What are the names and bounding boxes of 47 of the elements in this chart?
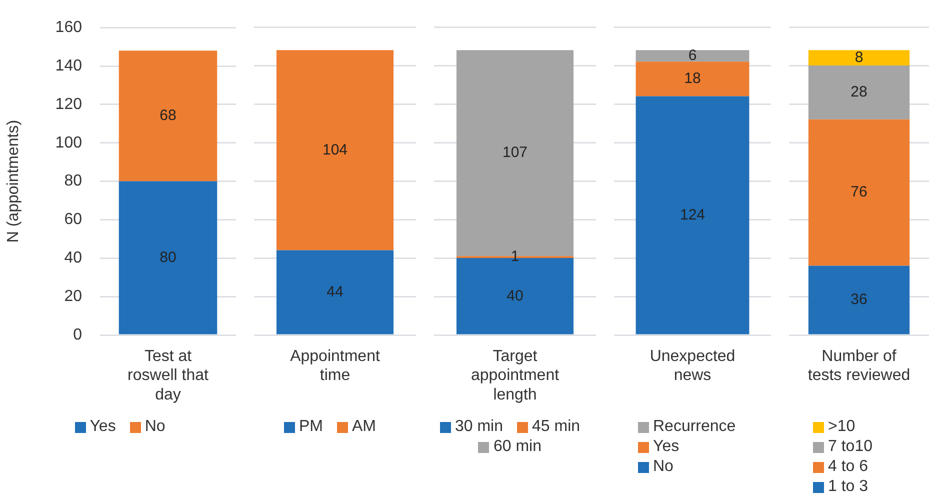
data-label: 40 xyxy=(506,287,524,304)
legend-label: Recurrence xyxy=(653,418,736,436)
y-tick-label: 20 xyxy=(64,288,82,305)
legend-label: 4 to 6 xyxy=(828,458,868,476)
legend-label: 30 min xyxy=(454,418,503,436)
legend-label: 60 min xyxy=(493,438,542,456)
x-tick-label: Test at roswell that day xyxy=(128,348,210,404)
legend-label: 1 to 3 xyxy=(828,478,868,496)
x-tick-label: Number of tests reviewed xyxy=(808,348,910,384)
data-label: 28 xyxy=(850,84,868,101)
bar xyxy=(808,66,910,120)
legend-label: No xyxy=(653,458,674,476)
data-label: 124 xyxy=(680,206,706,224)
data-label: 18 xyxy=(684,70,701,88)
data-label: 44 xyxy=(326,283,344,300)
y-tick-label: 120 xyxy=(55,96,82,113)
data-label: 36 xyxy=(850,291,868,308)
legend-label: >10 xyxy=(828,418,856,436)
data-label: 68 xyxy=(160,107,176,124)
data-label: 8 xyxy=(854,48,864,66)
x-tick-label: Unexpected news xyxy=(650,348,736,384)
data-label: 80 xyxy=(160,248,176,266)
bar xyxy=(808,119,910,266)
y-tick-label: 140 xyxy=(55,57,82,74)
legend-label: 45 min xyxy=(532,418,580,436)
legend-label: No xyxy=(144,418,166,436)
x-tick-label: Target appointment length xyxy=(470,348,560,404)
x-tick-label: Appointment time xyxy=(290,348,380,384)
data-label: 6 xyxy=(688,47,697,64)
legend-label: 7 to10 xyxy=(828,438,872,456)
y-tick-label: 40 xyxy=(64,250,82,267)
bar xyxy=(808,266,910,334)
data-label: 107 xyxy=(502,144,528,162)
legend-label: Yes xyxy=(653,438,680,456)
data-label: 1 xyxy=(510,248,520,266)
y-axis-title: N (appointments) xyxy=(5,120,22,243)
legend-label: PM xyxy=(299,418,323,436)
y-tick-label: 80 xyxy=(64,172,82,190)
legend-label: AM xyxy=(352,418,376,436)
y-tick-label: 100 xyxy=(55,134,82,152)
y-tick-label: 0 xyxy=(73,326,82,344)
bar xyxy=(808,50,910,66)
data-label: 104 xyxy=(322,141,348,158)
y-tick-label: 160 xyxy=(55,19,82,36)
data-label: 76 xyxy=(850,184,868,201)
legend-label: Yes xyxy=(90,418,116,436)
y-tick-label: 60 xyxy=(64,211,82,228)
